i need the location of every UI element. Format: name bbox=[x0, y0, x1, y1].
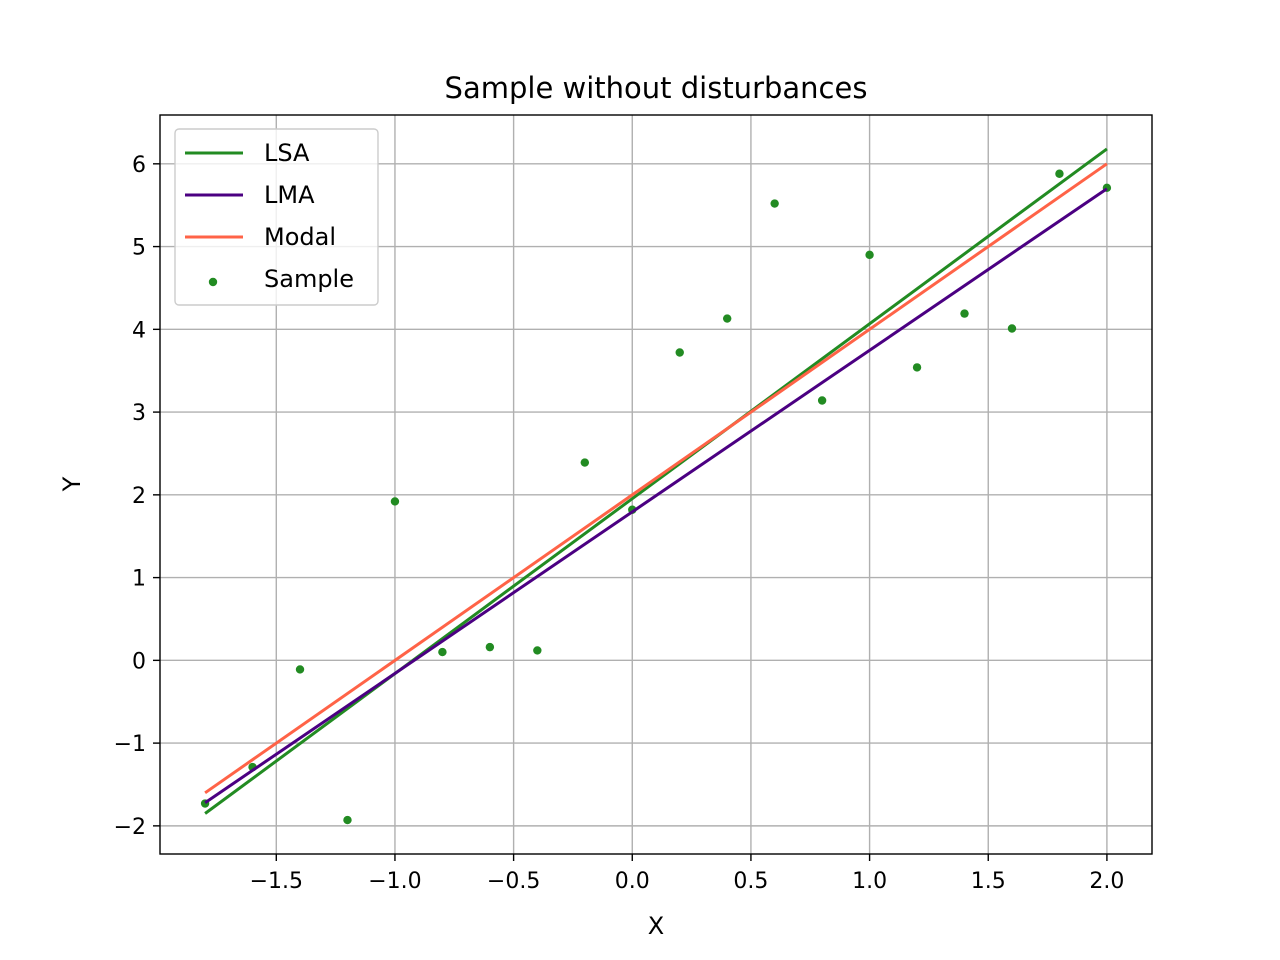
y-tick-label: 1 bbox=[132, 567, 146, 592]
chart-title: Sample without disturbances bbox=[445, 71, 868, 105]
x-tick-label: −1.0 bbox=[368, 869, 421, 894]
y-tick-label: −2 bbox=[114, 815, 146, 840]
y-tick-label: 5 bbox=[132, 236, 146, 261]
series-line-lsa bbox=[204, 147, 1108, 815]
y-tick-label: 0 bbox=[132, 649, 146, 674]
x-tick-label: 1.0 bbox=[852, 869, 887, 894]
sample-point bbox=[817, 396, 827, 405]
legend: LSA LMA Modal Sample bbox=[174, 128, 379, 306]
sample-point bbox=[770, 199, 779, 208]
sample-point bbox=[675, 348, 684, 357]
legend-label-modal: Modal bbox=[264, 223, 336, 251]
sample-point bbox=[295, 665, 305, 674]
x-tick-label: −0.5 bbox=[487, 869, 540, 894]
sample-point bbox=[865, 250, 874, 260]
axis-ticks: −1.5 −1.0 −0.5 0.0 0.5 1.0 1.5 2.0 −2 −1 0 1 2 3 4 5 6 bbox=[114, 153, 1125, 894]
sample-point bbox=[438, 647, 447, 657]
legend-label-lsa: LSA bbox=[264, 139, 310, 167]
sample-point bbox=[912, 363, 922, 372]
grid bbox=[160, 115, 1152, 854]
sample-point bbox=[1055, 169, 1064, 178]
x-tick-label: 1.5 bbox=[971, 869, 1006, 894]
y-tick-label: 3 bbox=[132, 401, 146, 426]
legend-box bbox=[174, 128, 379, 306]
plot-area bbox=[200, 147, 1112, 825]
sample-point bbox=[580, 458, 590, 467]
axes-frame bbox=[159, 114, 1153, 855]
y-tick-label: 6 bbox=[132, 153, 146, 178]
sample-point bbox=[960, 309, 969, 318]
legend-label-sample: Sample bbox=[264, 265, 354, 293]
x-tick-label: 0.5 bbox=[733, 869, 768, 894]
sample-point bbox=[485, 642, 495, 652]
series-line-modal bbox=[204, 162, 1108, 795]
y-axis-label: Y bbox=[58, 476, 86, 492]
x-tick-label: −1.5 bbox=[250, 869, 303, 894]
y-tick-label: 2 bbox=[132, 484, 146, 509]
sample-point bbox=[343, 815, 352, 825]
sample-point bbox=[722, 314, 732, 323]
y-tick-label: −1 bbox=[114, 732, 146, 757]
series-line-lma bbox=[204, 187, 1108, 804]
legend-swatch-sample bbox=[208, 277, 218, 287]
x-tick-label: 2.0 bbox=[1089, 869, 1124, 894]
sample-point bbox=[390, 497, 400, 506]
sample-point bbox=[533, 646, 542, 655]
x-tick-label: 0.0 bbox=[615, 869, 650, 894]
legend-label-lma: LMA bbox=[264, 181, 315, 209]
x-axis-label: X bbox=[648, 912, 664, 940]
y-tick-label: 4 bbox=[132, 318, 146, 343]
sample-point bbox=[1007, 324, 1017, 333]
